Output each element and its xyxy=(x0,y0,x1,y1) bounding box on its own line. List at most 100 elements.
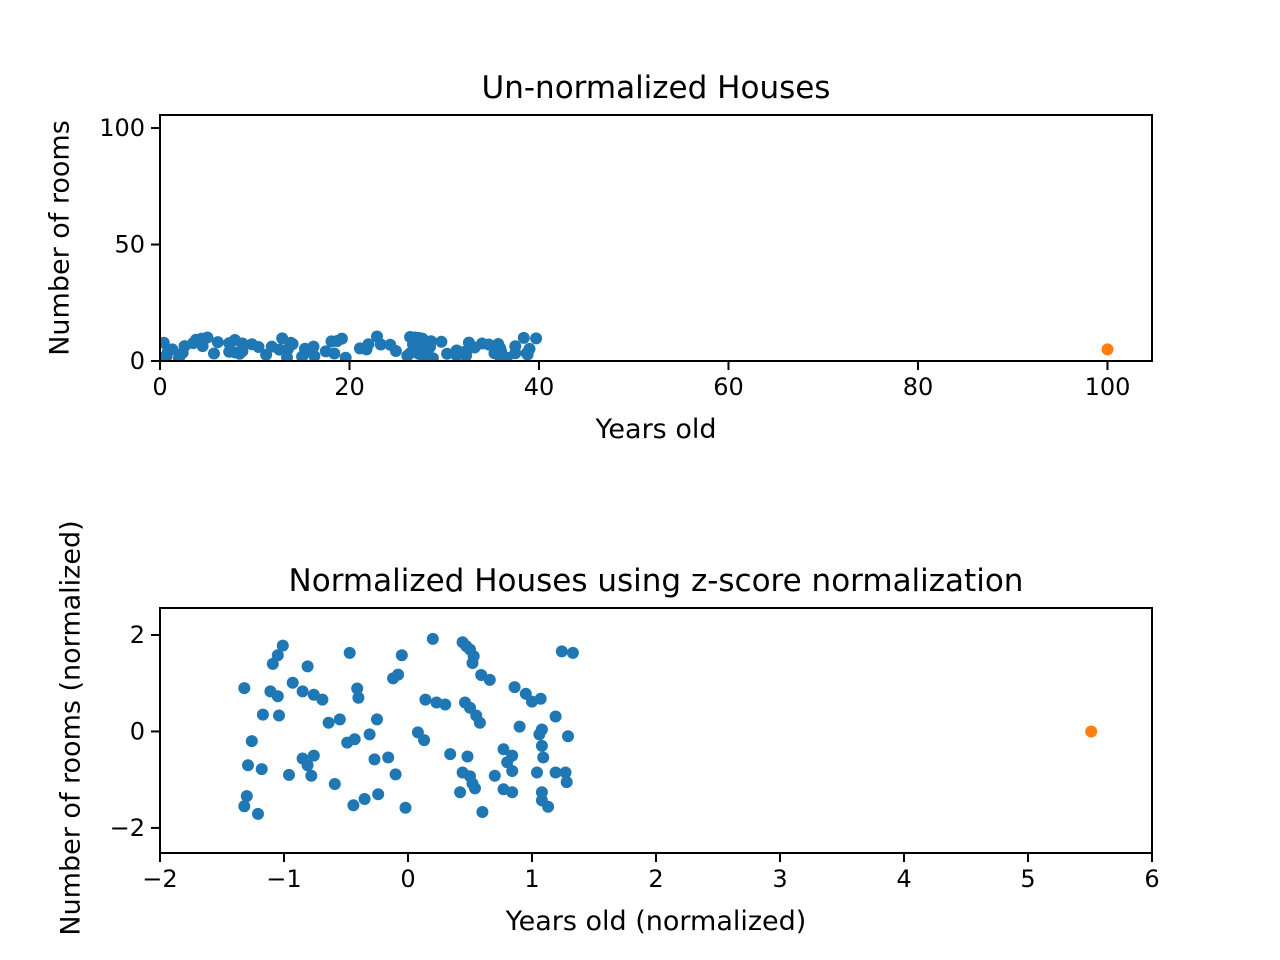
y-tick-label: 0 xyxy=(130,717,145,745)
x-axis-ticks: 0 20 40 60 80 100 xyxy=(152,361,1130,401)
data-point xyxy=(439,698,452,711)
data-point xyxy=(513,720,526,733)
x-tick-label: 0 xyxy=(152,373,167,401)
data-point xyxy=(372,788,385,801)
x-axis-ticks: −2 −1 0 1 2 3 4 5 6 xyxy=(142,853,1160,893)
data-point xyxy=(488,769,501,782)
data-point xyxy=(549,766,562,779)
data-point xyxy=(368,753,381,766)
x-tick-label: 20 xyxy=(334,373,365,401)
data-point xyxy=(419,693,432,706)
x-axis-label-years-old: Years old xyxy=(595,414,717,445)
data-point xyxy=(500,351,513,361)
y-tick-label: 2 xyxy=(130,621,145,649)
data-point xyxy=(444,748,457,761)
data-point xyxy=(358,793,371,805)
data-point xyxy=(559,766,572,779)
data-point xyxy=(395,649,408,662)
data-point xyxy=(240,790,253,803)
chart-unnormalized: 0 20 40 60 80 100 0 50 100 xyxy=(99,114,1153,401)
data-point xyxy=(418,734,431,747)
scatter-series-houses-normalized xyxy=(238,632,579,820)
data-point xyxy=(160,351,170,361)
data-point xyxy=(441,347,454,360)
scatter-series-outlier-house xyxy=(1101,343,1114,356)
data-point xyxy=(305,769,318,782)
x-tick-label: 3 xyxy=(772,865,787,893)
data-point xyxy=(260,348,273,361)
data-point xyxy=(328,778,341,790)
data-point xyxy=(238,800,251,813)
data-point xyxy=(530,332,543,345)
data-point xyxy=(426,352,439,361)
data-point xyxy=(466,777,479,790)
data-point xyxy=(208,347,220,360)
data-point xyxy=(301,759,314,772)
data-point xyxy=(238,682,251,695)
chart-title-normalized: Normalized Houses using z-score normaliz… xyxy=(288,563,1024,599)
data-point xyxy=(389,768,402,781)
data-point xyxy=(252,807,264,820)
data-point xyxy=(549,710,562,723)
data-point xyxy=(211,336,224,349)
data-point xyxy=(325,335,338,348)
data-point xyxy=(273,709,285,722)
data-point xyxy=(242,759,254,772)
x-tick-label: 0 xyxy=(400,865,415,893)
data-point xyxy=(483,673,496,686)
x-tick-label: 80 xyxy=(903,373,934,401)
data-point xyxy=(328,347,341,360)
data-point xyxy=(476,806,489,818)
data-point xyxy=(351,682,364,695)
data-point xyxy=(341,736,354,749)
data-point xyxy=(466,657,479,669)
data-point xyxy=(382,751,395,764)
data-point xyxy=(160,336,170,349)
y-tick-label: −2 xyxy=(110,814,145,842)
data-point xyxy=(534,692,547,705)
data-point xyxy=(286,676,299,689)
x-tick-label: 40 xyxy=(524,373,555,401)
data-point xyxy=(542,800,555,813)
data-point xyxy=(521,348,534,361)
data-point xyxy=(245,735,258,748)
data-point xyxy=(252,341,265,353)
data-point xyxy=(301,660,314,673)
x-axis-label-years-old-normalized: Years old (normalized) xyxy=(505,906,807,937)
data-point xyxy=(387,672,400,685)
scatter-series-outlier-house-normalized xyxy=(1085,725,1098,738)
data-point xyxy=(389,345,402,357)
data-point xyxy=(271,690,284,703)
y-tick-label: 0 xyxy=(130,347,145,375)
data-point xyxy=(454,786,467,799)
data-point xyxy=(450,349,463,361)
data-point xyxy=(276,639,289,652)
data-point xyxy=(535,786,548,799)
data-point xyxy=(363,728,376,741)
data-point xyxy=(266,657,279,670)
data-point xyxy=(424,341,436,353)
x-tick-label: 4 xyxy=(896,865,911,893)
data-point xyxy=(531,766,543,779)
y-axis-ticks: 0 50 100 xyxy=(99,114,160,375)
data-point xyxy=(307,749,320,762)
data-point xyxy=(506,765,519,777)
data-point xyxy=(172,352,185,361)
data-point xyxy=(537,751,550,764)
data-point xyxy=(501,756,514,769)
data-point xyxy=(460,349,472,361)
data-point xyxy=(517,331,530,344)
data-point xyxy=(497,743,510,756)
data-point xyxy=(343,646,356,659)
x-tick-label: 2 xyxy=(648,865,663,893)
data-point xyxy=(535,739,548,752)
data-point xyxy=(560,776,573,789)
data-point xyxy=(435,335,448,348)
x-tick-label: −1 xyxy=(266,865,301,893)
data-point xyxy=(322,716,335,729)
x-tick-label: 100 xyxy=(1085,373,1131,401)
data-point xyxy=(339,351,352,361)
x-tick-label: −2 xyxy=(142,865,177,893)
chart-normalized: −2 −1 0 1 2 3 4 5 6 −2 0 2 xyxy=(110,607,1160,893)
